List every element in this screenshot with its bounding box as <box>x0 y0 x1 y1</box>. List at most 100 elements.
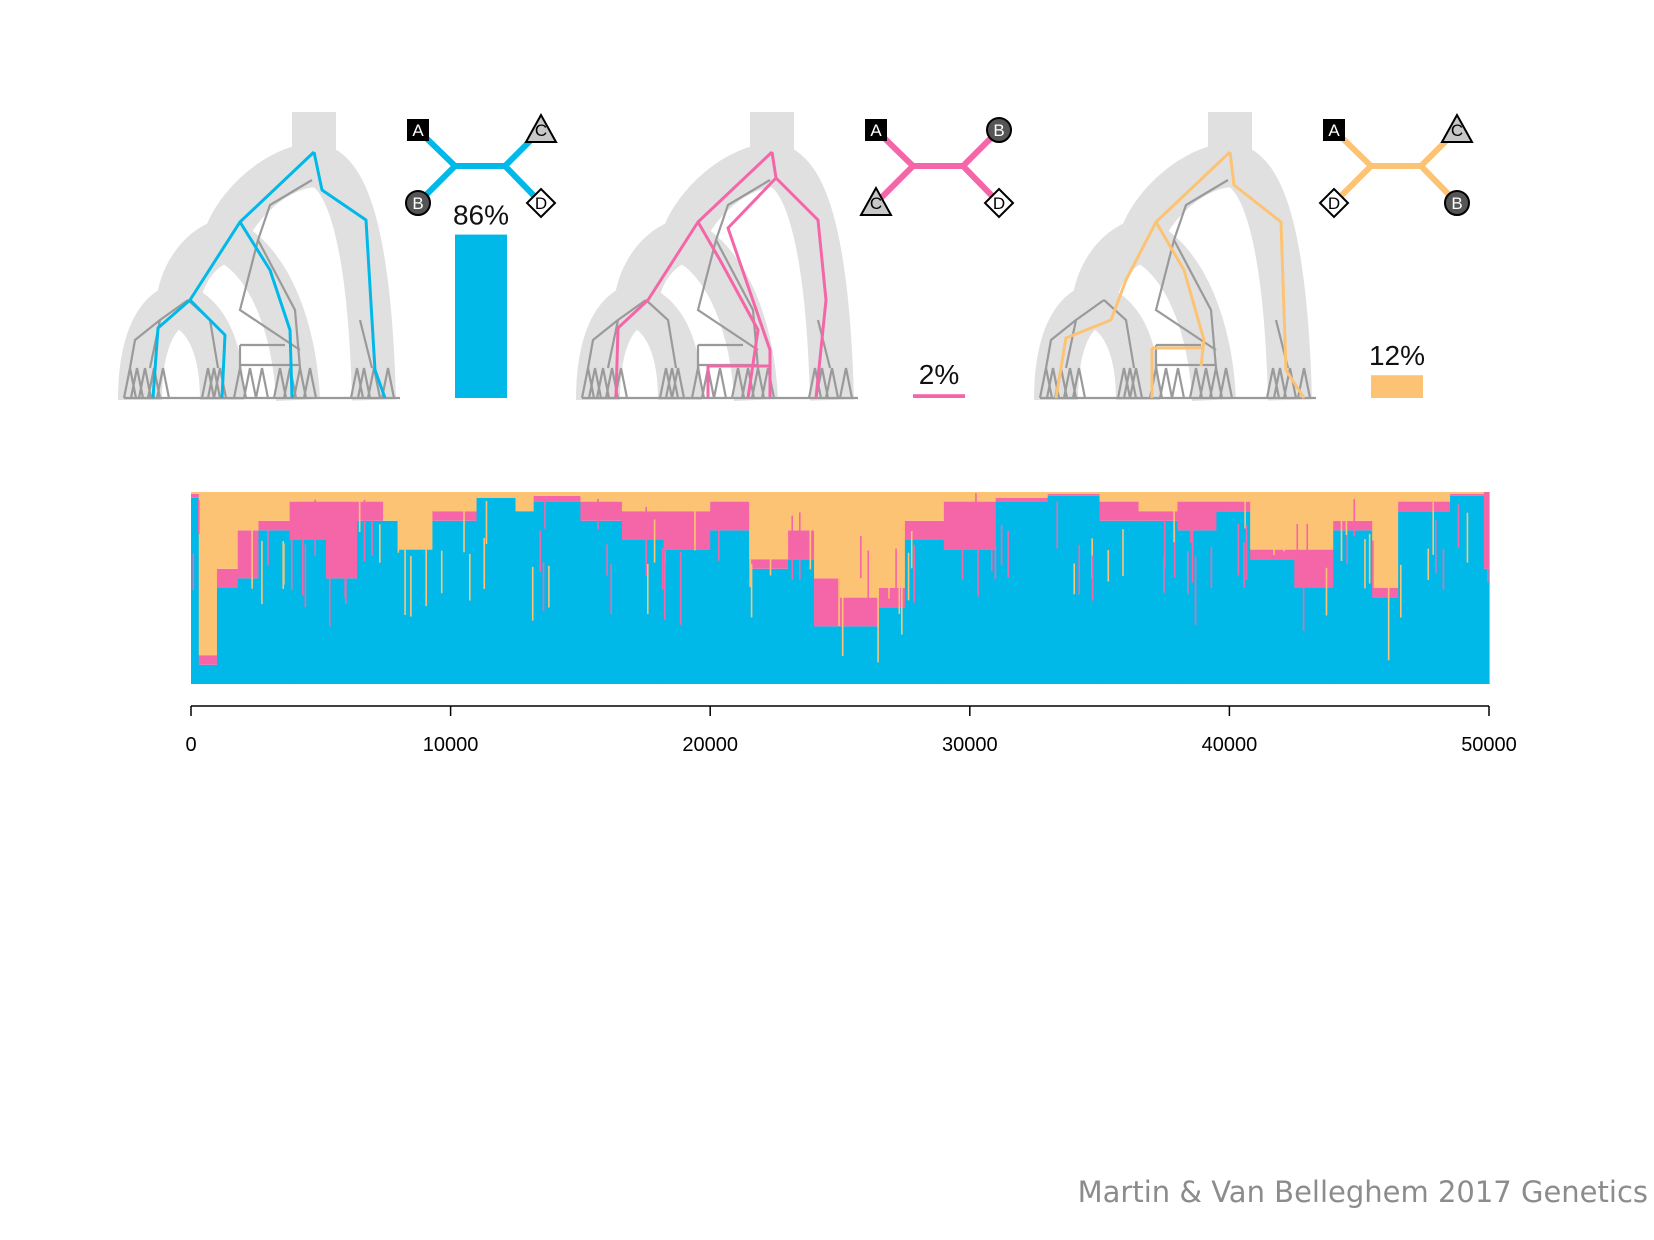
weight-segment-topo3 <box>710 492 750 502</box>
weight-segment-topo3 <box>476 492 517 498</box>
weight-stripe-topo2 <box>1306 523 1309 562</box>
gene-tree-tip <box>155 367 171 399</box>
weight-stripe-topo3 <box>410 556 412 617</box>
weight-stripe-topo2 <box>867 550 870 616</box>
weight-segment-topo3 <box>533 492 581 496</box>
weight-stripe-topo3 <box>838 540 840 626</box>
weight-stripe-topo2 <box>1434 519 1437 574</box>
weight-segment-topo2 <box>749 559 789 569</box>
taxon-label: B <box>412 194 423 213</box>
weight-segment-topo1 <box>258 530 291 684</box>
diamond-symbol <box>525 187 557 219</box>
topology-diagram: A D C B <box>1318 112 1474 219</box>
weight-segment-topo1 <box>383 520 400 684</box>
gene-tree-branch <box>238 239 301 351</box>
species-tree <box>118 112 396 402</box>
weight-stripe-topo3 <box>1427 548 1430 580</box>
triangle-symbol <box>859 185 893 216</box>
species-tree-branch <box>672 219 778 402</box>
weight-segment-topo3 <box>1398 492 1451 502</box>
weight-segment-topo1 <box>749 568 789 684</box>
weight-segment-topo3 <box>749 492 789 560</box>
weight-stripe-topo3 <box>261 540 263 605</box>
weight-stripe-topo2 <box>977 535 979 597</box>
weight-stripe-topo2 <box>1243 542 1245 588</box>
weight-stripe-topo2 <box>539 530 542 572</box>
proportion-bar <box>1371 375 1423 398</box>
x-tick-label: 50000 <box>1461 734 1517 756</box>
weight-stripe-topo2 <box>961 538 964 580</box>
lineage-path <box>696 221 760 399</box>
x-tick-label: 30000 <box>942 734 998 756</box>
weight-segment-topo3 <box>515 492 535 512</box>
weight-stripe-topo3 <box>1340 519 1343 561</box>
weight-segment-topo1 <box>814 626 841 684</box>
weight-segment-topo3 <box>1047 492 1101 494</box>
circle-symbol <box>1444 190 1470 216</box>
weight-segment-topo1 <box>432 520 478 684</box>
weight-stripe-topo2 <box>304 544 307 607</box>
weight-stripe-topo2 <box>1187 551 1189 595</box>
species-tree-branch <box>214 219 320 402</box>
topology-branches <box>415 127 544 206</box>
weight-stripe-topo2 <box>544 497 546 529</box>
weight-segment-topo1 <box>1099 520 1140 684</box>
weight-segment-topo3 <box>943 492 997 502</box>
gene-tree-branch <box>128 319 374 369</box>
x-tick-label: 0 <box>185 734 196 756</box>
weight-stripe-topo3 <box>910 531 913 569</box>
weight-stripe-topo2 <box>990 532 993 572</box>
weight-segment-topo3 <box>1450 492 1485 494</box>
weight-stripe-topo3 <box>463 498 465 553</box>
lineage-path <box>706 364 770 398</box>
topology-branches <box>1331 127 1460 206</box>
weight-stripe-topo3 <box>646 564 649 615</box>
weight-segment-topo3 <box>840 492 880 598</box>
weight-stripe-topo3 <box>485 501 488 545</box>
topology-panels: A B C D 86% A C B D 2% A D C B 12% <box>118 112 1474 402</box>
weight-stripe-topo3 <box>1387 555 1390 661</box>
taxon-label: B <box>1451 194 1462 213</box>
weight-stripe-topo3 <box>1244 499 1246 529</box>
square-symbol <box>407 119 429 141</box>
weight-segment-topo3 <box>995 492 1049 498</box>
species-tree-branch <box>1072 219 1150 308</box>
weight-stripe-topo2 <box>994 544 997 580</box>
weight-stripe-topo3 <box>1364 539 1366 589</box>
weight-stripe-topo3 <box>1107 550 1110 582</box>
lineage-path <box>614 150 774 399</box>
weight-segment-topo1 <box>1333 530 1373 684</box>
weight-segment-topo2 <box>1294 549 1334 588</box>
taxon-label: A <box>870 121 882 140</box>
weight-stripe-topo2 <box>1245 524 1248 581</box>
proportion-bar <box>913 394 965 398</box>
weight-segment-topo2 <box>995 497 1049 502</box>
taxon-b-marker: B <box>405 190 431 216</box>
weight-segment-topo1 <box>1250 559 1295 684</box>
species-tree <box>576 112 854 402</box>
weight-segment-topo3 <box>289 492 327 502</box>
weight-stripe-topo2 <box>913 553 916 593</box>
weight-stripe-topo2 <box>314 499 317 556</box>
weight-stripe-topo3 <box>817 498 820 574</box>
weight-stripe-topo3 <box>531 566 534 621</box>
taxon-b-marker: B <box>1444 190 1470 216</box>
topology-panel-2: A C B D 2% <box>576 112 1015 402</box>
weight-stripe-topo3 <box>907 552 910 601</box>
weight-segment-topo3 <box>432 492 478 512</box>
weight-segment-topo2 <box>1372 588 1399 598</box>
weight-stripe-topo2 <box>1190 511 1192 543</box>
weight-stripe-topo2 <box>1056 501 1059 549</box>
weight-stripe-topo3 <box>809 515 812 570</box>
weight-segment-topo1 <box>289 540 327 684</box>
weight-segment-topo2 <box>710 501 750 531</box>
taxon-d-marker: D <box>983 187 1015 219</box>
weight-segment-topo1 <box>325 578 358 684</box>
weight-stripe-topo3 <box>469 553 471 601</box>
taxon-label: D <box>535 194 547 213</box>
lineage-path <box>238 221 294 399</box>
weight-segment-topo3 <box>904 492 945 521</box>
taxon-c-marker: C <box>1440 112 1474 143</box>
weight-segment-topo3 <box>1333 492 1373 521</box>
weight-stripe-topo2 <box>791 515 794 580</box>
